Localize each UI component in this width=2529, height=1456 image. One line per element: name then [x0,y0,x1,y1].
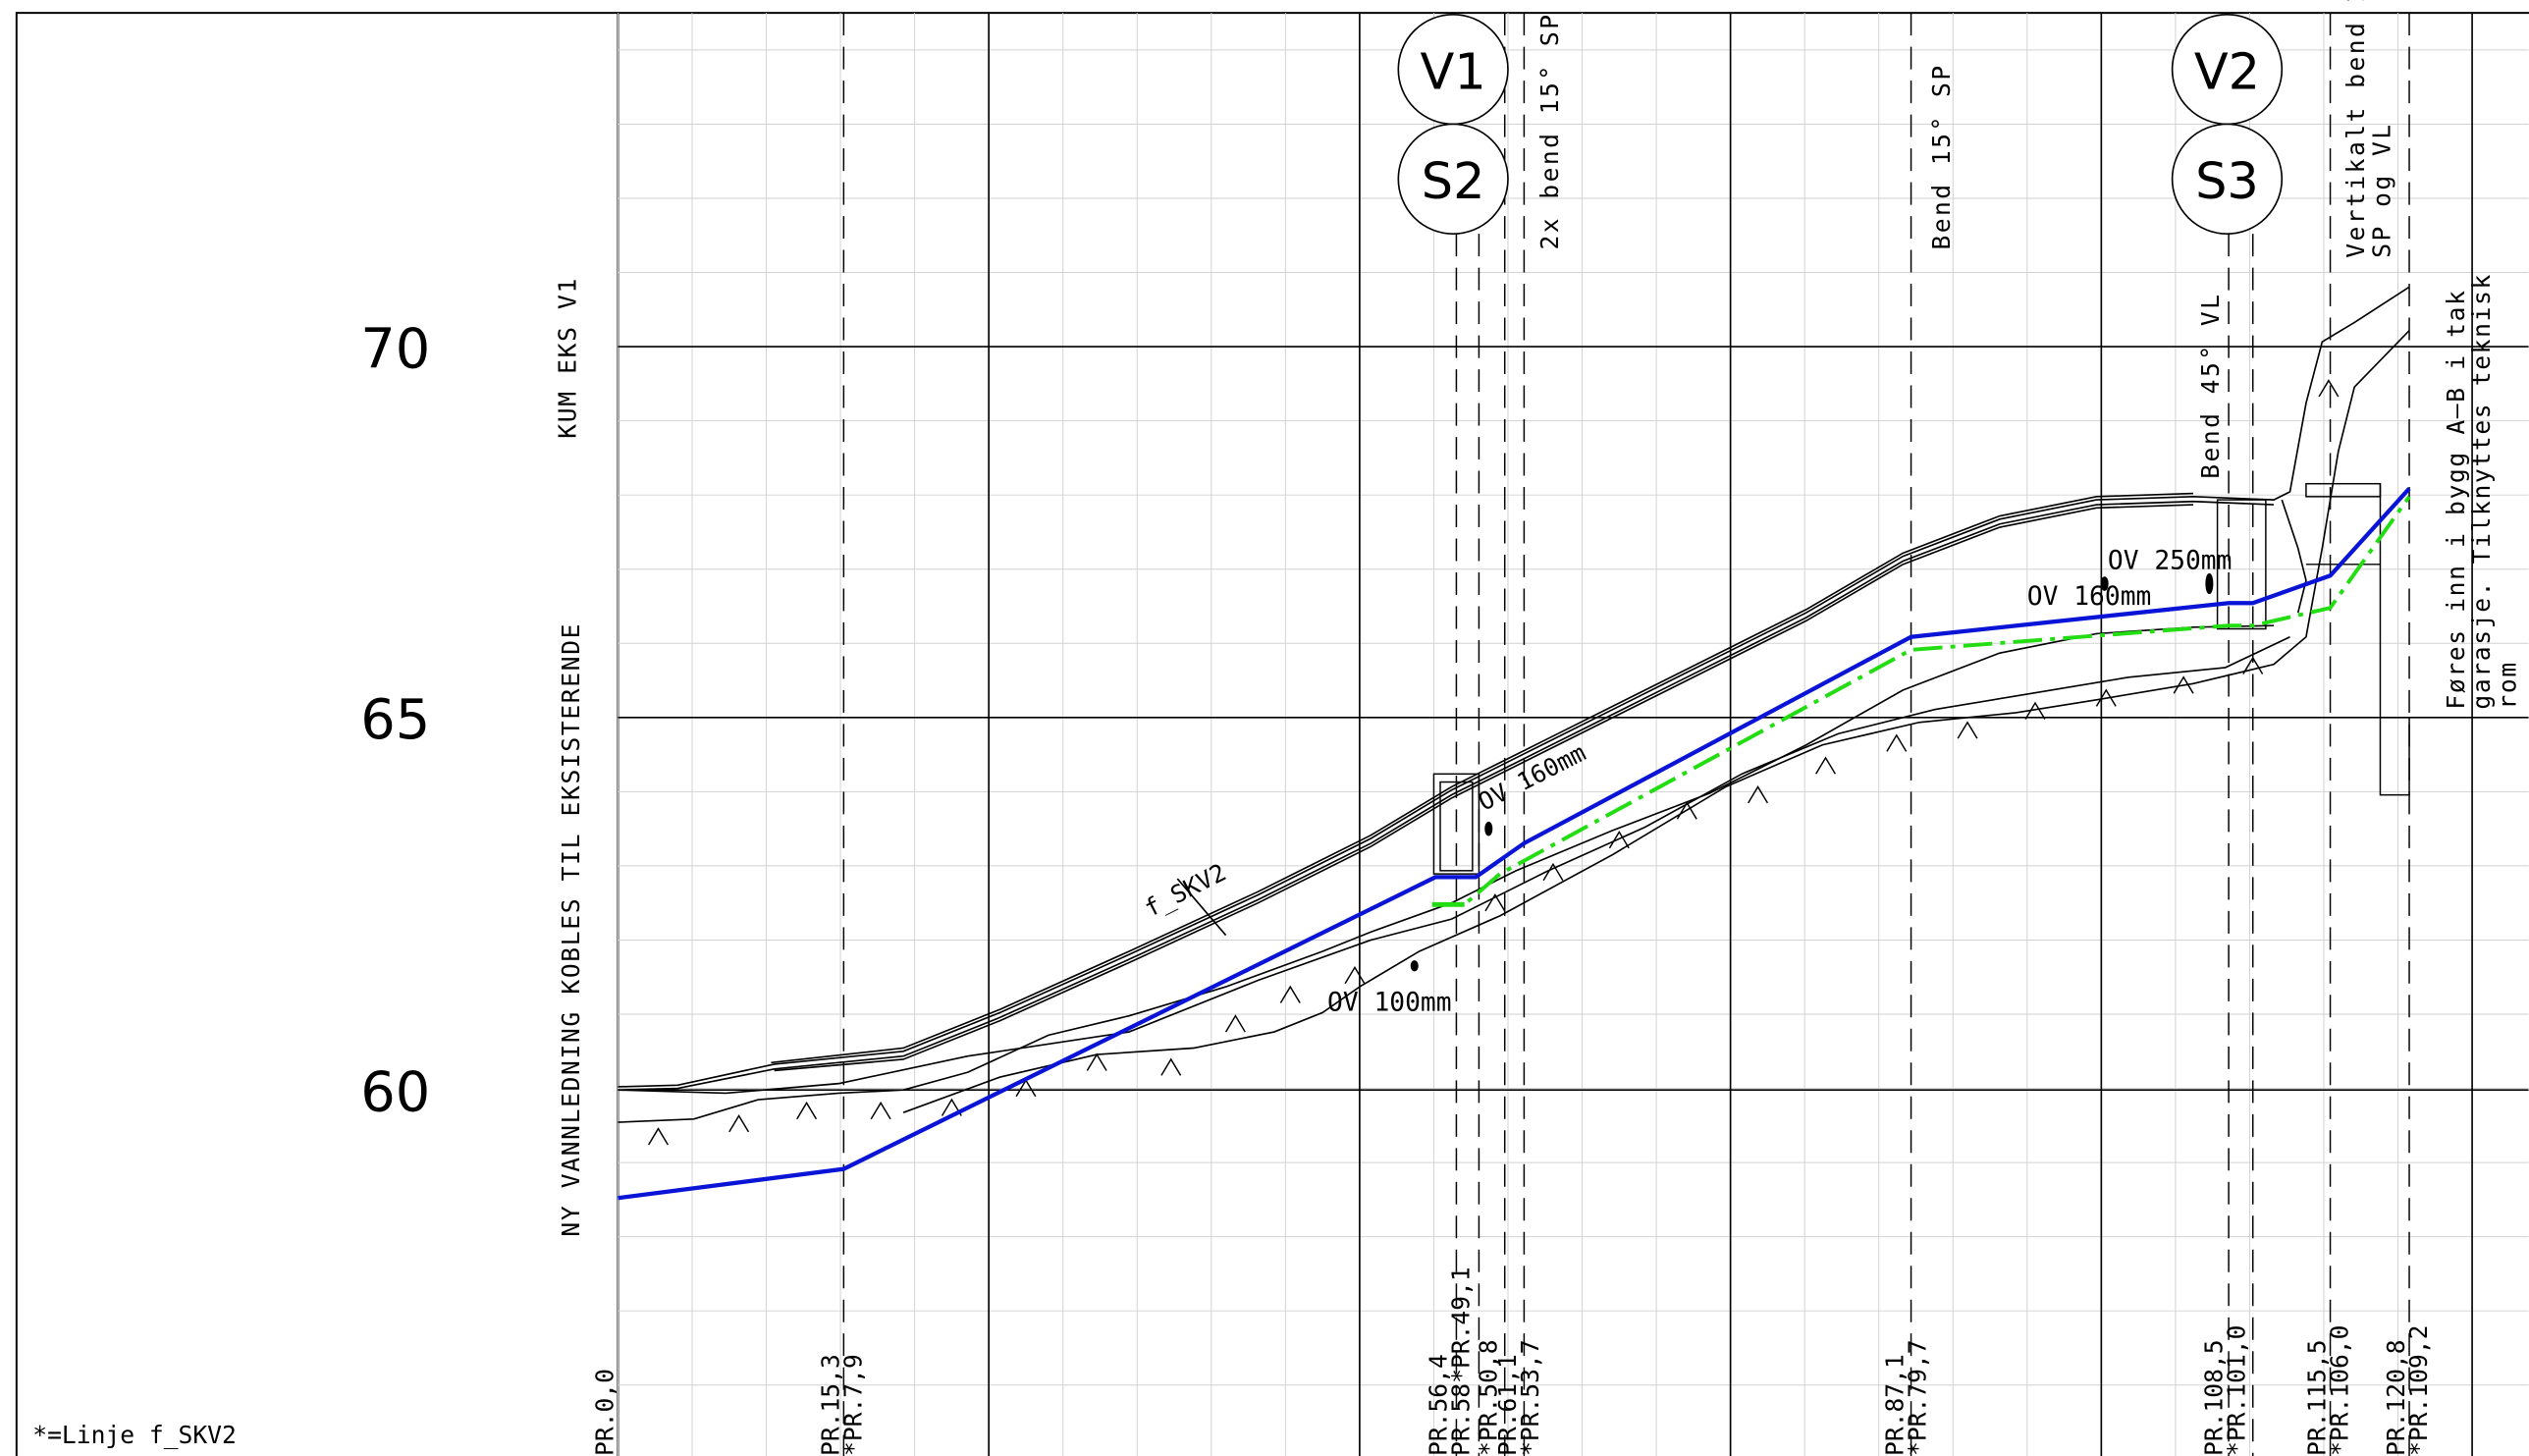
terrain-profile [618,286,2410,1123]
svg-text:V1: V1 [1421,43,1486,101]
station-label: PR.87,1 [1880,1354,1909,1456]
vertikalt-label-1: Vertikalt bend 15 [2341,0,2370,258]
vertikalt-label-2: SP og VL [2367,122,2395,257]
structures [1410,482,2410,972]
bend-15-label: Bend 15° SP [1927,63,1956,249]
node-s2: S2 [1397,123,1509,235]
station-label: *PR.101,0 [2223,1325,2251,1456]
svg-text:S3: S3 [2195,153,2259,211]
node-v2: V2 [2171,13,2284,126]
svg-text:V2: V2 [2194,43,2260,101]
f-skv2-label: f_SKV2 [1140,858,1230,923]
station-label: PR.56,4 [1425,1354,1453,1456]
elevation-label: 65 [360,688,430,752]
station-label: PR.120,8 [2382,1339,2410,1456]
node-v1: V1 [1397,13,1509,126]
svg-text:S2: S2 [1422,153,1485,211]
station-label: *PR.79,7 [1903,1339,1931,1456]
elevation-label: 70 [360,317,430,381]
station-label: PR.61,1 [1493,1354,1522,1456]
sewer-line [1431,495,2411,907]
ov160b-label: OV 160mm [2027,582,2152,612]
elevation-axis: 70 65 60 [360,317,430,1124]
vertical-annotations: KUM EKS V1 NY VANNLEDNING KOBLES TIL EKS… [554,0,2522,1237]
kum-label: KUM EKS V1 [554,277,582,439]
station-label: PR.15,3 [816,1354,844,1456]
station-labels: PR.0,0 PR.15,3 *PR.7,9 PR.56,4 PR.58*PR.… [591,1267,2434,1456]
ov250-label: OV 250mm [2108,547,2233,576]
station-label: *PR.106,0 [2326,1325,2354,1456]
fores-label-1: Føres inn i bygg A–B i tak [2442,289,2470,709]
fores-label-3: rom [2493,661,2521,709]
station-lines [842,13,2410,1456]
fores-label-2: garasje. Tilknyttes teknisk [2467,273,2496,710]
station-label: PR.108,5 [2200,1339,2229,1456]
bend-45-label: Bend 45° VL [2196,293,2225,479]
legend-text: *=Linje f_SKV2 [32,1421,237,1449]
pipe-annotations: f_SKV2 OV 100mm OV 160mm OV 160mm OV 250… [1140,547,2232,1018]
station-label: *PR.109,2 [2404,1325,2433,1456]
node-markers: V1 S2 V2 S3 [1397,13,2284,235]
station-label: PR.0,0 [591,1369,619,1456]
ov100-label: OV 100mm [1327,989,1452,1018]
station-label: *PR.7,9 [838,1354,867,1456]
station-label: PR.58*PR.49,1 [1447,1267,1476,1456]
station-label: *PR.53,7 [1516,1339,1544,1456]
station-label: PR.115,5 [2303,1339,2332,1456]
ny-vannledning-label: NY VANNLEDNING KOBLES TIL EKSISTERENDE [557,622,585,1237]
node-s3: S3 [2171,123,2284,235]
water-line [618,487,2411,1201]
station-label: *PR.50,8 [1474,1339,1502,1456]
bend-2x-label: 2x bend 15° SP [1535,13,1564,250]
elevation-label: 60 [360,1061,430,1125]
